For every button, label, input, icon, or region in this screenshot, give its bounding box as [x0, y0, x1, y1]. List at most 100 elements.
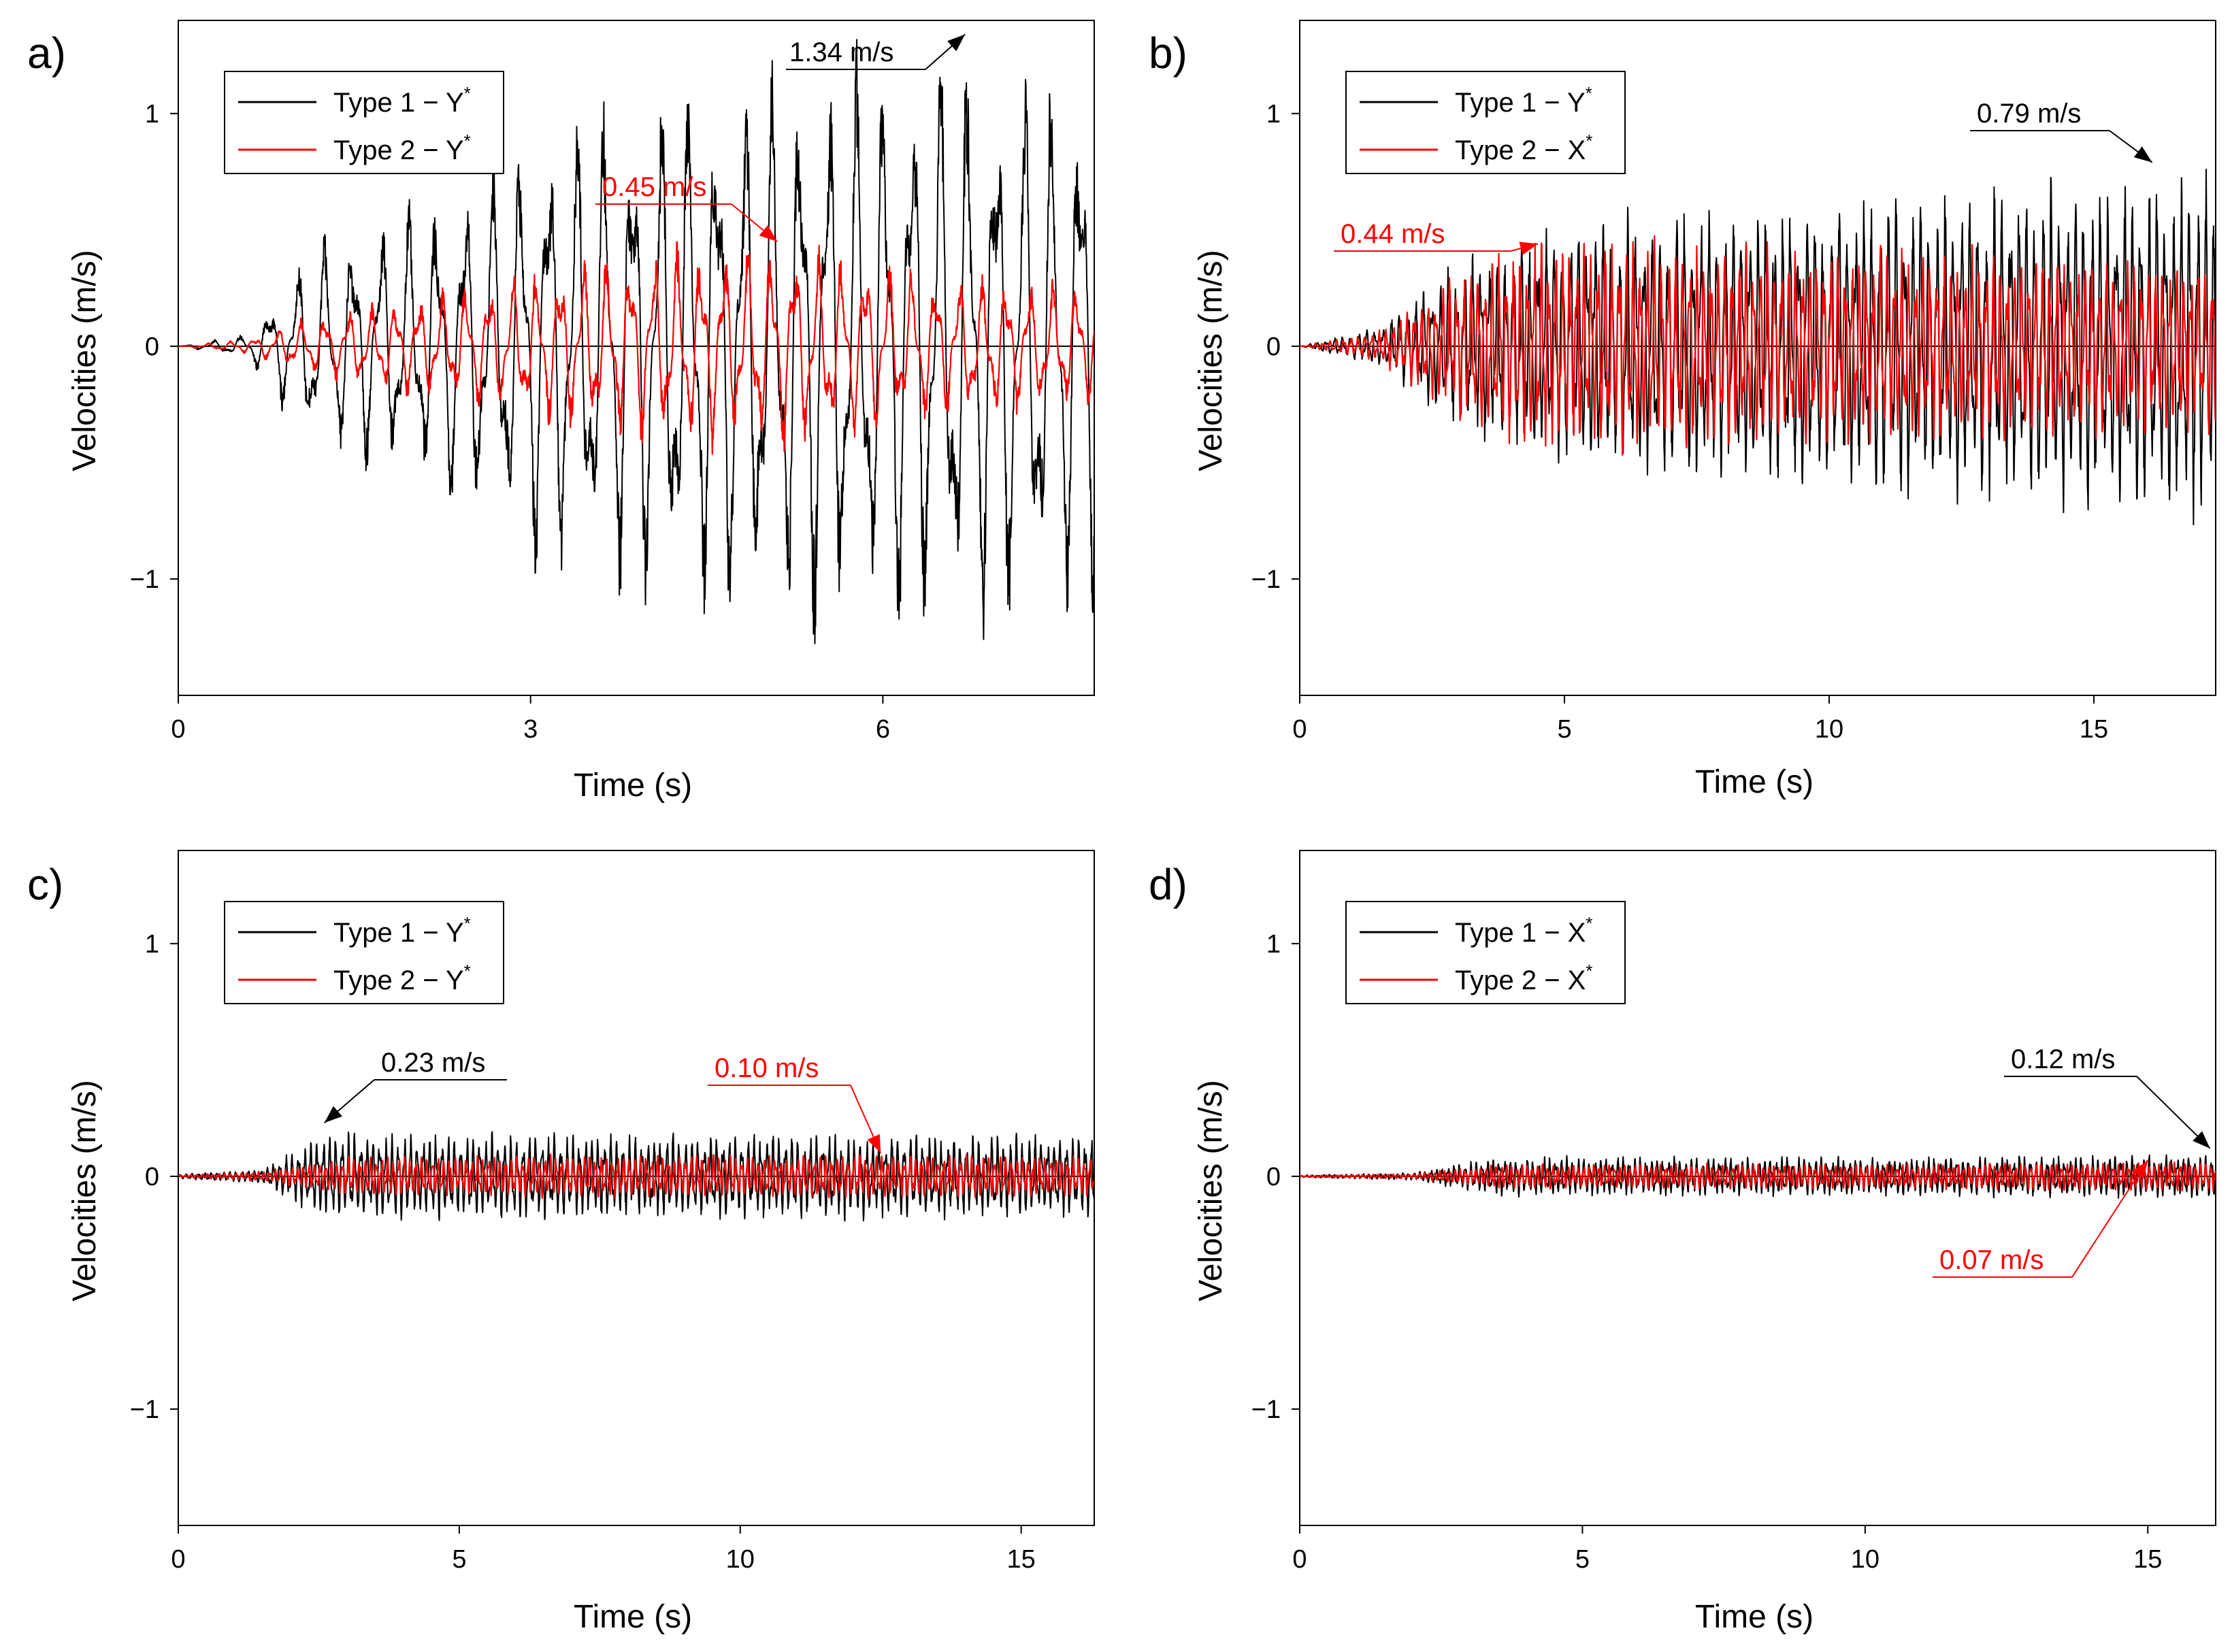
legend-entry-superscript: * [464, 131, 471, 151]
x-tick-label: 15 [2133, 1545, 2162, 1574]
annotation-label: 0.23 m/s [381, 1048, 485, 1078]
plot-frame [178, 20, 1095, 696]
panel-a: a) 1 0 −1 0 3 6 Time (s) Velocities (m/s) Type 1 … [27, 20, 1095, 804]
x-tick-label: 3 [523, 715, 538, 744]
annotation-label: 1.34 m/s [789, 37, 893, 67]
series-line-type-2 [178, 1153, 1094, 1200]
x-tick-label: 15 [2080, 715, 2108, 744]
legend-entry: Type 2 − Y* [333, 131, 471, 165]
legend-entry-superscript: * [464, 961, 471, 981]
x-tick-label: 0 [1292, 715, 1307, 744]
legend: Type 1 − Y* Type 2 − Y* [224, 901, 504, 1004]
annotation-label: 0.45 m/s [602, 172, 706, 202]
annotation-type-1: 1.34 m/s [786, 33, 966, 70]
annotation-arrowhead [947, 34, 966, 52]
legend-entry-superscript: * [1586, 83, 1592, 103]
annotation-arrowhead [324, 1106, 342, 1123]
series-line-type-2 [1300, 1161, 2216, 1193]
x-tick-label: 5 [1557, 715, 1571, 744]
annotation-label: 0.12 m/s [2011, 1044, 2115, 1074]
legend-entry: Type 2 − Y* [333, 961, 471, 995]
legend-box [224, 71, 504, 174]
legend-entry-superscript: * [464, 913, 471, 934]
panel-label: d) [1149, 860, 1187, 909]
x-axis-title: Time (s) [1695, 1599, 1814, 1635]
y-axis-title: Velocities (m/s) [67, 1080, 103, 1301]
y-tick-label: −1 [130, 565, 159, 594]
annotation-type-2: 0.10 m/s [708, 1053, 882, 1154]
annotation-type-1: 0.23 m/s [324, 1048, 507, 1123]
x-tick-label: 10 [1851, 1545, 1880, 1574]
x-tick-label: 5 [452, 1545, 466, 1574]
panel-label: c) [27, 860, 63, 909]
annotation-label: 0.44 m/s [1341, 219, 1445, 249]
legend-entry: Type 1 − Y* [333, 83, 471, 118]
x-tick-label: 15 [1007, 1545, 1036, 1574]
y-axis-title: Velocities (m/s) [67, 250, 103, 471]
legend-entry: Type 2 − X* [1455, 961, 1592, 995]
legend-entry: Type 1 − X* [1455, 913, 1592, 948]
annotation-leader [2071, 1159, 2149, 1278]
x-axis-title: Time (s) [574, 1599, 692, 1635]
annotation-type-2: 0.45 m/s [595, 172, 778, 242]
annotation-arrowhead [759, 225, 778, 242]
legend-box [1345, 71, 1626, 174]
plot-frame [1299, 20, 2216, 696]
y-tick-label: 0 [145, 333, 159, 361]
x-tick-label: 0 [171, 715, 185, 744]
annotation-type-2: 0.07 m/s [1933, 1159, 2149, 1278]
panel-label: a) [27, 29, 66, 78]
legend: Type 1 − Y* Type 2 − X* [1345, 71, 1626, 174]
y-axis-title: Velocities (m/s) [1193, 1080, 1229, 1301]
y-tick-label: 1 [145, 100, 159, 129]
legend-entry: Type 1 − Y* [1455, 83, 1592, 118]
legend-box [1345, 901, 1626, 1004]
annotation-type-1: 0.79 m/s [1970, 99, 2153, 163]
x-tick-label: 10 [726, 1545, 755, 1574]
annotation-arrowhead [2193, 1131, 2210, 1149]
annotation-type-1: 0.12 m/s [2004, 1044, 2211, 1149]
annotation-arrowhead [867, 1134, 881, 1153]
annotation-arrowhead [2133, 146, 2152, 163]
x-axis-title: Time (s) [574, 767, 692, 804]
y-tick-label: −1 [1251, 1395, 1281, 1424]
y-tick-label: 1 [145, 930, 159, 959]
y-tick-label: 1 [1266, 100, 1281, 129]
x-tick-label: 0 [1292, 1545, 1307, 1574]
series-line-type-2 [1300, 235, 2216, 456]
series-line-type-1 [1300, 168, 2216, 526]
legend-entry-superscript: * [1586, 913, 1592, 934]
x-tick-label: 0 [171, 1545, 185, 1574]
y-tick-label: 0 [145, 1163, 159, 1191]
legend-entry: Type 1 − Y* [333, 913, 471, 948]
y-tick-label: 1 [1266, 930, 1281, 959]
y-tick-label: −1 [1251, 565, 1281, 594]
legend: Type 1 − Y* Type 2 − Y* [224, 71, 504, 174]
legend-entry: Type 2 − X* [1455, 131, 1592, 165]
legend-entry-superscript: * [464, 83, 471, 103]
series-line-type-1 [178, 39, 1094, 644]
panel-label: b) [1149, 29, 1187, 78]
annotation-label: 0.10 m/s [715, 1053, 819, 1083]
y-tick-label: 0 [1266, 1163, 1281, 1191]
y-axis-title: Velocities (m/s) [1193, 250, 1229, 471]
annotation-type-2: 0.44 m/s [1334, 219, 1539, 255]
plot-frame [178, 850, 1095, 1526]
series-line-type-2 [178, 241, 1094, 455]
legend-entry-superscript: * [1586, 961, 1592, 981]
legend: Type 1 − X* Type 2 − X* [1345, 901, 1626, 1004]
legend-box [224, 901, 504, 1004]
annotation-label: 0.07 m/s [1939, 1245, 2044, 1275]
y-tick-label: 0 [1266, 333, 1281, 361]
x-tick-label: 5 [1575, 1545, 1590, 1574]
x-axis-title: Time (s) [1695, 764, 1814, 800]
x-tick-label: 6 [876, 715, 890, 744]
plot-frame [1299, 850, 2216, 1526]
annotation-arrowhead [2132, 1159, 2148, 1179]
y-tick-label: −1 [130, 1395, 159, 1424]
annotation-arrowhead [1519, 242, 1539, 255]
